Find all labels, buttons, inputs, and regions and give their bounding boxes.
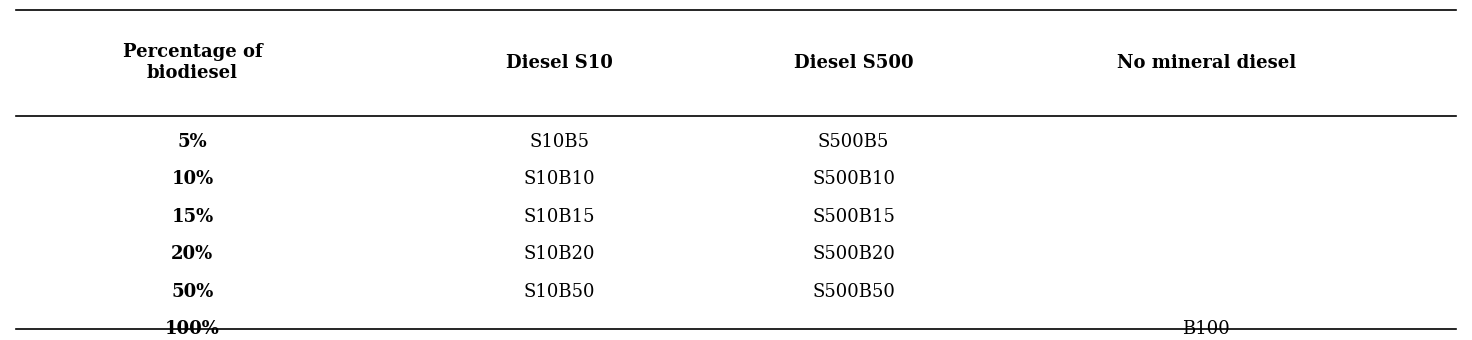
Text: S500B5: S500B5 (818, 133, 889, 151)
Text: Percentage of
biodiesel: Percentage of biodiesel (122, 43, 262, 82)
Text: 10%: 10% (171, 170, 213, 188)
Text: Diesel S500: Diesel S500 (793, 54, 913, 72)
Text: Diesel S10: Diesel S10 (506, 54, 614, 72)
Text: 100%: 100% (165, 320, 219, 338)
Text: 20%: 20% (171, 245, 213, 263)
Text: 50%: 50% (171, 283, 213, 301)
Text: S10B10: S10B10 (524, 170, 596, 188)
Text: S500B50: S500B50 (813, 283, 895, 301)
Text: S10B50: S10B50 (524, 283, 596, 301)
Text: No mineral diesel: No mineral diesel (1117, 54, 1295, 72)
Text: S10B20: S10B20 (524, 245, 596, 263)
Text: S500B15: S500B15 (813, 208, 895, 226)
Text: 15%: 15% (171, 208, 213, 226)
Text: S10B5: S10B5 (530, 133, 590, 151)
Text: S10B15: S10B15 (524, 208, 596, 226)
Text: S500B20: S500B20 (813, 245, 895, 263)
Text: S500B10: S500B10 (813, 170, 895, 188)
Text: 5%: 5% (178, 133, 208, 151)
Text: B100: B100 (1182, 320, 1231, 338)
